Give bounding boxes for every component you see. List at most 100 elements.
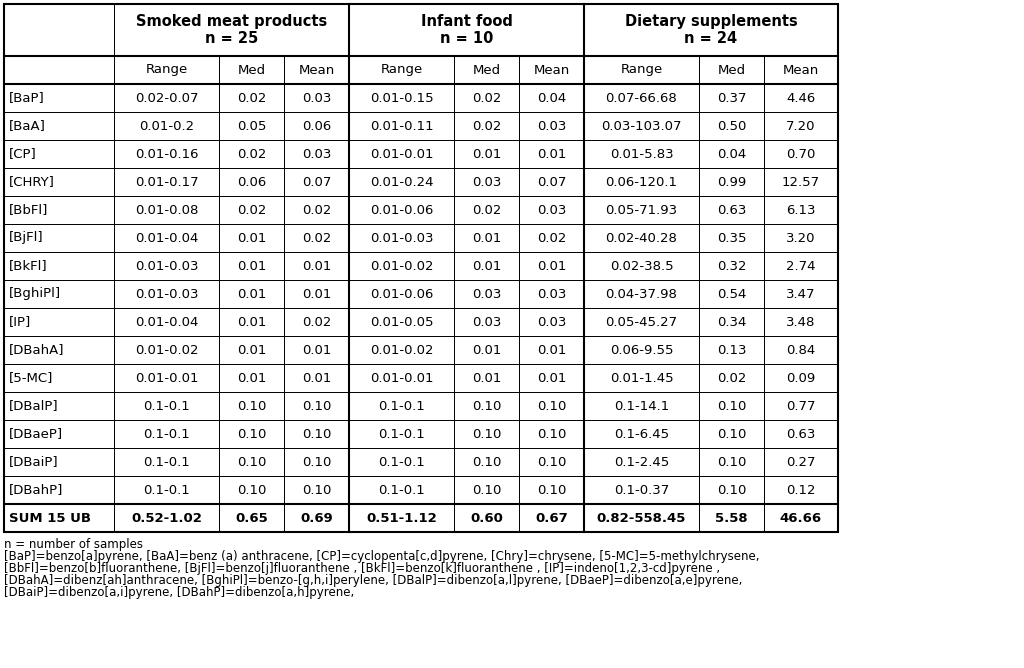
- Bar: [114, 280, 219, 308]
- Bar: [699, 224, 764, 252]
- Bar: [454, 252, 519, 280]
- Bar: [4, 4, 114, 56]
- Text: 0.32: 0.32: [717, 259, 746, 273]
- Text: 0.37: 0.37: [717, 92, 746, 104]
- Bar: [4, 280, 114, 308]
- Bar: [4, 84, 114, 112]
- Bar: [699, 364, 764, 392]
- Bar: [584, 252, 699, 280]
- Text: 0.01: 0.01: [537, 343, 566, 357]
- Bar: [454, 112, 519, 140]
- Text: 0.50: 0.50: [717, 120, 746, 132]
- Bar: [4, 476, 114, 504]
- Bar: [219, 420, 284, 448]
- Text: 0.05-71.93: 0.05-71.93: [605, 204, 678, 216]
- Bar: [349, 4, 584, 56]
- Bar: [699, 168, 764, 196]
- Bar: [519, 84, 584, 112]
- Text: 0.03: 0.03: [302, 92, 331, 104]
- Text: 0.35: 0.35: [717, 232, 746, 244]
- Bar: [519, 168, 584, 196]
- Text: 0.04-37.98: 0.04-37.98: [605, 287, 678, 301]
- Bar: [349, 364, 454, 392]
- Text: 0.03: 0.03: [537, 287, 566, 301]
- Bar: [114, 392, 219, 420]
- Bar: [454, 280, 519, 308]
- Text: 0.01-0.08: 0.01-0.08: [135, 204, 199, 216]
- Text: 0.10: 0.10: [237, 399, 266, 413]
- Text: 0.03: 0.03: [537, 120, 566, 132]
- Bar: [284, 196, 349, 224]
- Text: [CHRY]: [CHRY]: [9, 176, 55, 188]
- Text: [BghiPl]: [BghiPl]: [9, 287, 61, 301]
- Text: 0.1-6.45: 0.1-6.45: [614, 428, 669, 440]
- Bar: [584, 448, 699, 476]
- Text: 0.1-0.1: 0.1-0.1: [143, 399, 189, 413]
- Text: 0.02: 0.02: [472, 120, 501, 132]
- Text: 0.10: 0.10: [302, 456, 331, 468]
- Text: 0.34: 0.34: [717, 315, 746, 329]
- Text: 0.03: 0.03: [472, 315, 501, 329]
- Text: 0.01: 0.01: [472, 148, 501, 160]
- Bar: [284, 308, 349, 336]
- Bar: [519, 308, 584, 336]
- Text: 0.02: 0.02: [237, 148, 266, 160]
- Text: 0.02: 0.02: [472, 92, 501, 104]
- Text: 0.04: 0.04: [537, 92, 566, 104]
- Text: 0.03: 0.03: [472, 176, 501, 188]
- Text: [DBahA]: [DBahA]: [9, 343, 65, 357]
- Bar: [349, 504, 454, 532]
- Text: 0.10: 0.10: [717, 428, 746, 440]
- Text: 0.1-0.1: 0.1-0.1: [378, 456, 425, 468]
- Bar: [349, 280, 454, 308]
- Bar: [219, 448, 284, 476]
- Text: 0.01-0.02: 0.01-0.02: [370, 259, 433, 273]
- Bar: [219, 504, 284, 532]
- Bar: [764, 112, 838, 140]
- Bar: [584, 308, 699, 336]
- Bar: [519, 392, 584, 420]
- Bar: [584, 504, 699, 532]
- Bar: [4, 448, 114, 476]
- Bar: [764, 392, 838, 420]
- Text: 0.01-5.83: 0.01-5.83: [609, 148, 674, 160]
- Text: 0.05-45.27: 0.05-45.27: [605, 315, 678, 329]
- Text: 0.01-0.04: 0.01-0.04: [135, 232, 199, 244]
- Bar: [699, 420, 764, 448]
- Text: 0.27: 0.27: [786, 456, 816, 468]
- Text: 0.63: 0.63: [786, 428, 816, 440]
- Bar: [699, 336, 764, 364]
- Text: Mean: Mean: [783, 63, 819, 77]
- Text: Range: Range: [145, 63, 187, 77]
- Text: 0.1-2.45: 0.1-2.45: [613, 456, 669, 468]
- Bar: [284, 224, 349, 252]
- Text: 0.99: 0.99: [717, 176, 746, 188]
- Text: 0.01: 0.01: [472, 232, 501, 244]
- Bar: [454, 364, 519, 392]
- Text: SUM 15 UB: SUM 15 UB: [9, 512, 91, 524]
- Bar: [519, 476, 584, 504]
- Text: 0.84: 0.84: [786, 343, 816, 357]
- Text: Med: Med: [472, 63, 501, 77]
- Bar: [699, 392, 764, 420]
- Text: 0.01-0.2: 0.01-0.2: [139, 120, 195, 132]
- Bar: [4, 504, 114, 532]
- Text: 0.03: 0.03: [537, 315, 566, 329]
- Text: 3.48: 3.48: [786, 315, 816, 329]
- Bar: [764, 476, 838, 504]
- Text: 0.01: 0.01: [472, 343, 501, 357]
- Bar: [764, 252, 838, 280]
- Text: 5.58: 5.58: [715, 512, 748, 524]
- Bar: [114, 4, 349, 56]
- Bar: [699, 476, 764, 504]
- Text: 0.07-66.68: 0.07-66.68: [605, 92, 677, 104]
- Bar: [4, 224, 114, 252]
- Text: 0.01-0.01: 0.01-0.01: [370, 371, 433, 385]
- Bar: [454, 308, 519, 336]
- Text: [DBalP]: [DBalP]: [9, 399, 58, 413]
- Text: 0.06: 0.06: [237, 176, 266, 188]
- Text: 0.01: 0.01: [537, 148, 566, 160]
- Bar: [4, 420, 114, 448]
- Bar: [4, 392, 114, 420]
- Bar: [284, 392, 349, 420]
